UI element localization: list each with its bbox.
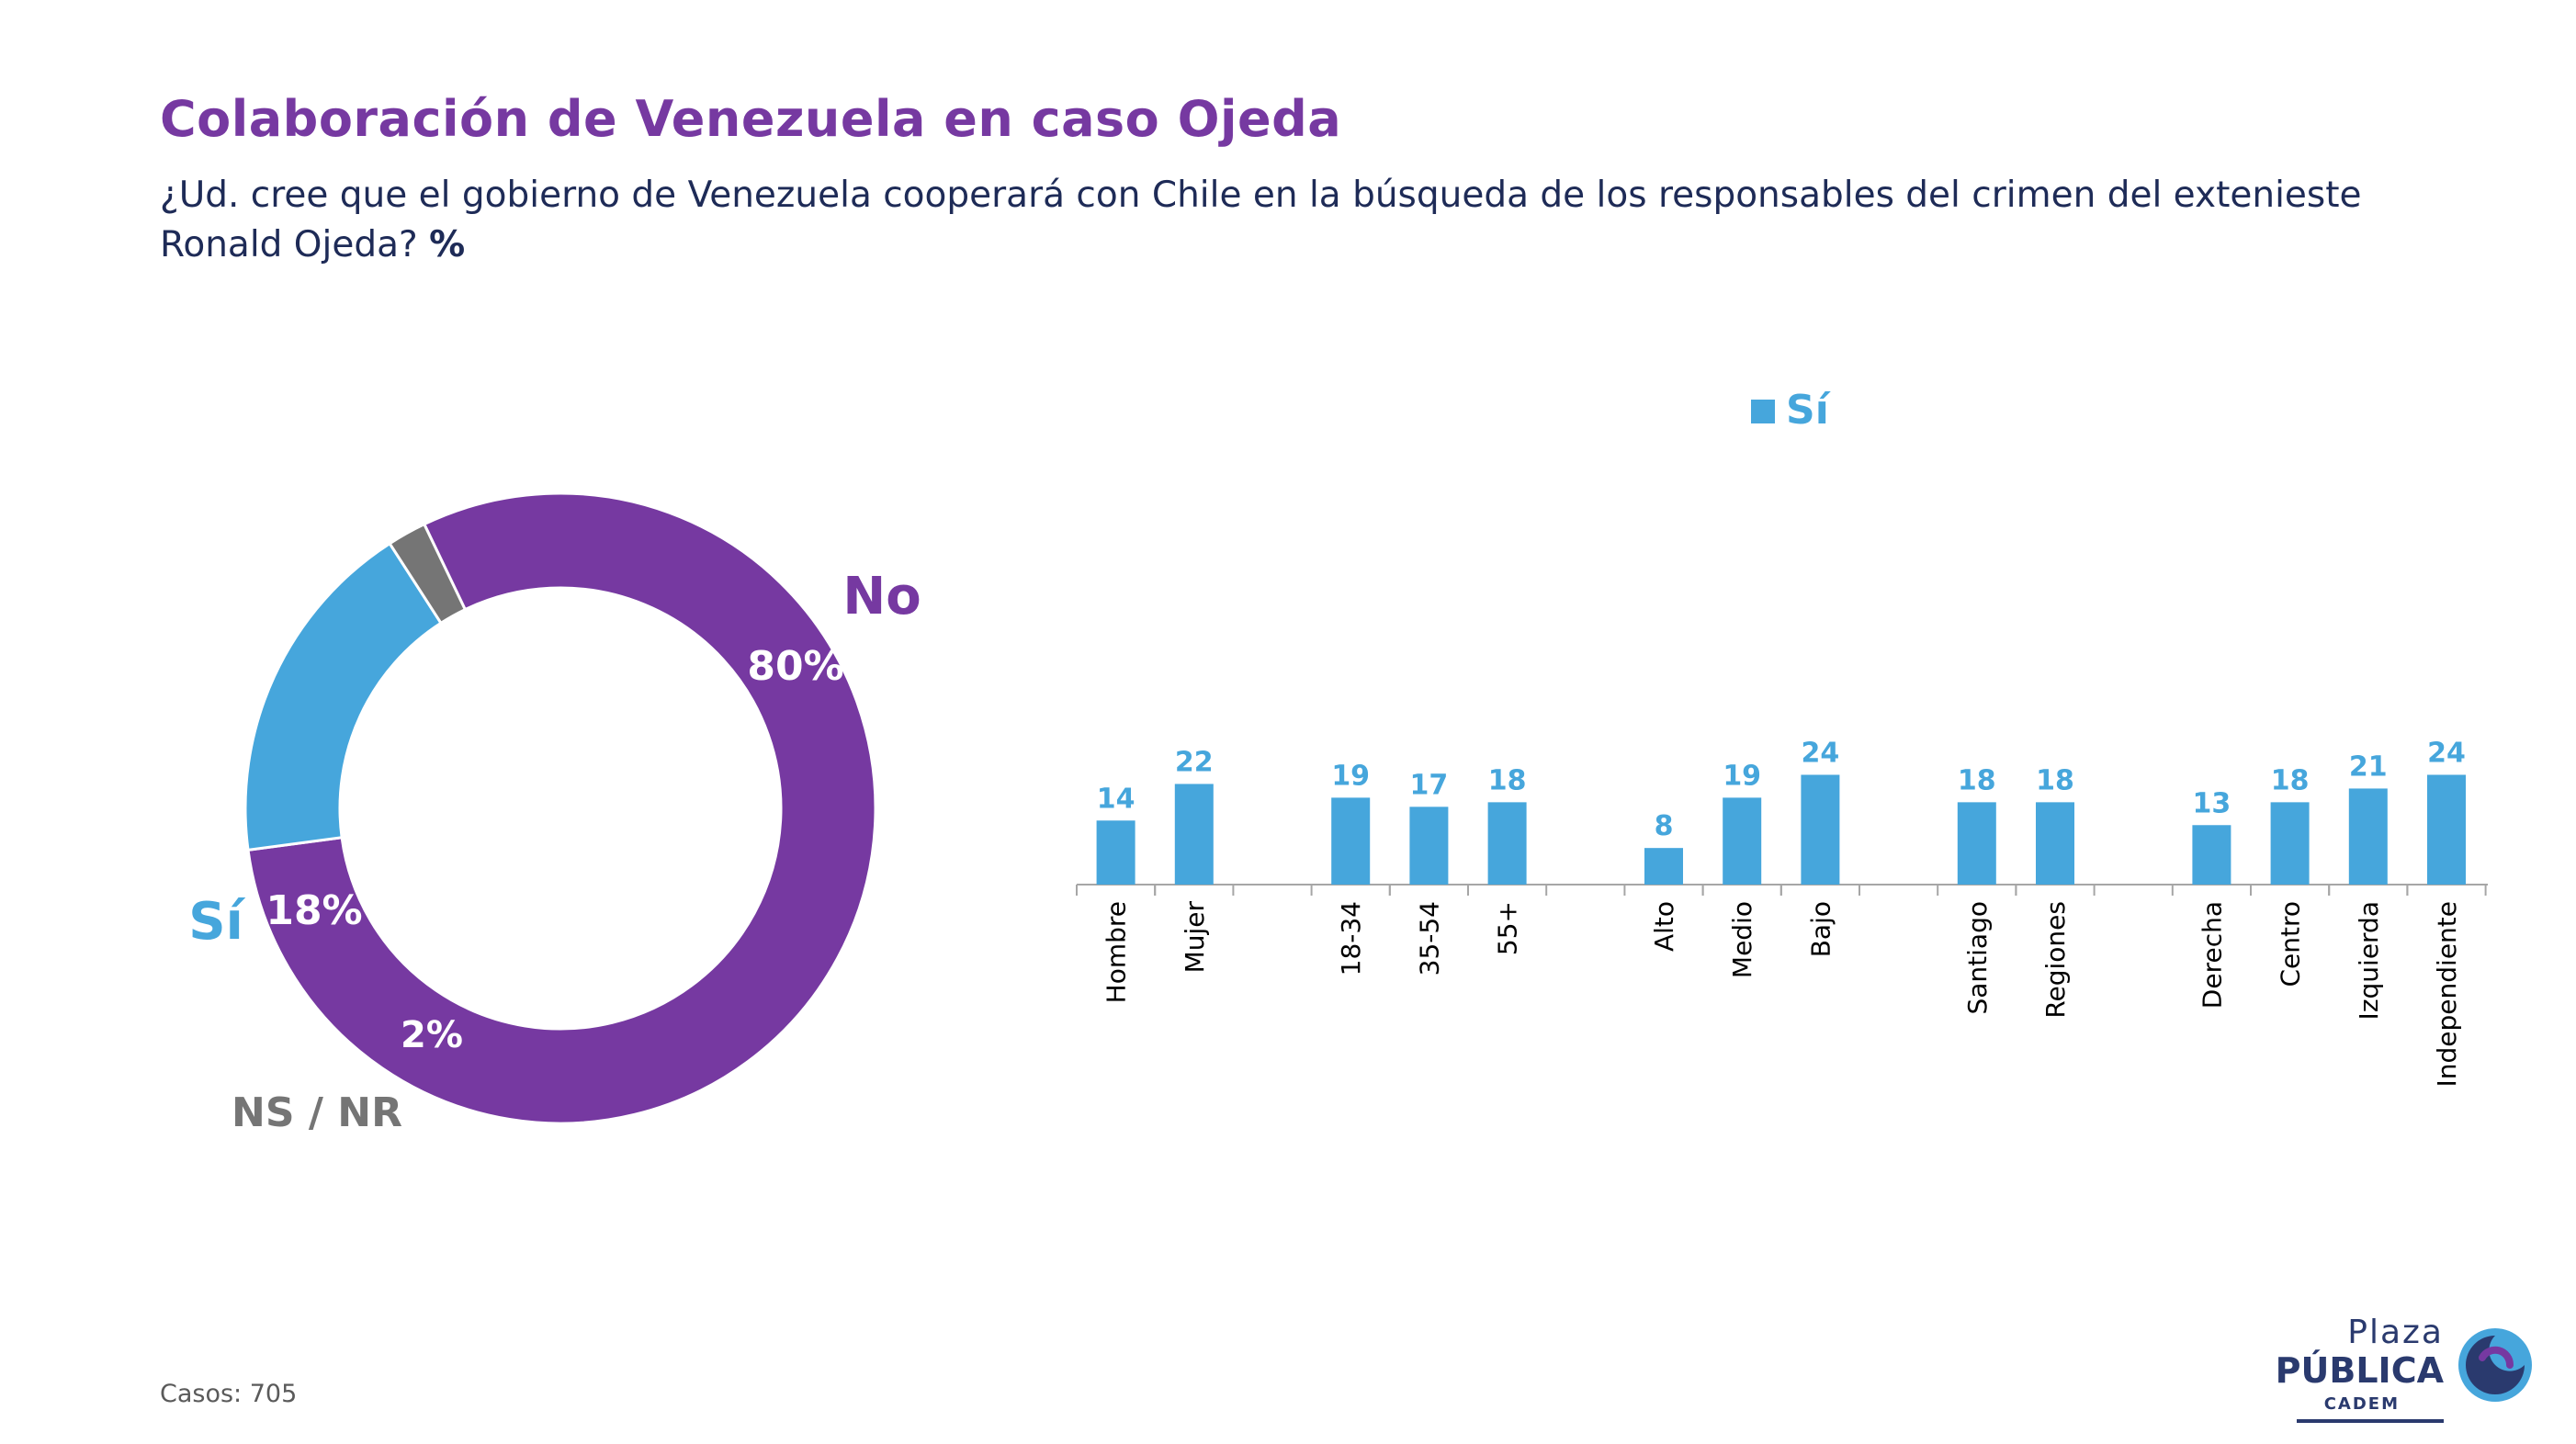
bar-value-35-54: 17 [1410, 769, 1449, 801]
tick-label-santiago: Santiago [1962, 901, 1993, 1015]
tick-label-bajo: Bajo [1805, 901, 1836, 957]
donut-slice-si [243, 541, 444, 852]
bar-value-medio: 19 [1723, 760, 1761, 792]
bar-alto [1644, 848, 1683, 885]
bar-bajo [1801, 774, 1840, 885]
logo-swirl-icon [2458, 1328, 2532, 1402]
donut-value-no: 80% [747, 643, 843, 690]
donut-label-si: Sí [188, 892, 245, 952]
donut-value-ns-nr: 2% [401, 1014, 463, 1056]
bar-value-alto: 8 [1655, 810, 1674, 842]
logo-underline [2297, 1419, 2444, 1423]
bar-35-54 [1409, 807, 1449, 885]
logo-line-cadem: CADEM [2323, 1394, 2400, 1414]
bar-izquierda [2348, 788, 2388, 885]
question-unit: % [429, 224, 466, 265]
tick-label-18-34: 18-34 [1336, 901, 1366, 976]
donut-value-si: 18% [266, 887, 362, 934]
bar-value-mujer: 22 [1175, 746, 1214, 778]
tick-label-centro: Centro [2276, 901, 2306, 987]
legend-label: Sí [1786, 387, 1832, 434]
tick-label-derecha: Derecha [2197, 901, 2227, 1009]
bar-santiago [1957, 802, 1996, 885]
bar-value-regiones: 18 [2036, 764, 2074, 796]
bar-value-hombre: 14 [1097, 783, 1135, 815]
bar-value-derecha: 13 [2193, 787, 2231, 819]
bar-value-izquierda: 21 [2349, 750, 2388, 783]
donut-label-ns-nr: NS / NR [232, 1089, 402, 1136]
bar-value-55: 18 [1488, 764, 1527, 796]
tick-label-medio: Medio [1727, 901, 1757, 978]
tick-label-izquierda: Izquierda [2354, 901, 2384, 1020]
bar-hombre [1096, 820, 1135, 885]
bar-value-18-34: 19 [1331, 760, 1370, 792]
bar-centro [2270, 802, 2310, 885]
legend-swatch [1751, 400, 1775, 423]
logo-line-plaza: Plaza [2347, 1314, 2444, 1351]
bar-mujer [1174, 784, 1214, 885]
donut-slice-no [246, 491, 877, 1125]
bar-derecha [2192, 825, 2231, 885]
donut-label-no: No [842, 567, 921, 626]
bar-18-34 [1331, 797, 1371, 885]
bar-value-independiente: 24 [2427, 737, 2466, 769]
tick-label-35-54: 35-54 [1414, 901, 1444, 976]
bar-chart: Sí 14 Hombre 22 Mujer 19 18-34 17 35-54 18 55+ 8 Alt… [1076, 387, 2488, 1087]
donut-chart: 80% No 18% Sí 2% NS / NR [188, 491, 921, 1136]
tick-label-hombre: Hombre [1102, 901, 1132, 1003]
bar-value-centro: 18 [2271, 764, 2310, 796]
tick-label-mujer: Mujer [1180, 901, 1210, 974]
tick-label-independiente: Independiente [2432, 901, 2462, 1087]
survey-question: ¿Ud. cree que el gobierno de Venezuela c… [160, 171, 2383, 270]
bar-55 [1487, 802, 1527, 885]
tick-label-alto: Alto [1649, 901, 1679, 952]
donut-slice-ns-nr [388, 522, 468, 626]
bar-regiones [2036, 802, 2074, 885]
bar-independiente [2427, 774, 2466, 885]
sample-size: Casos: 705 [160, 1380, 298, 1408]
bar-medio [1723, 797, 1762, 885]
question-text: ¿Ud. cree que el gobierno de Venezuela c… [160, 175, 2362, 265]
logo-line-publica: PÚBLICA [2275, 1350, 2444, 1391]
plaza-publica-logo: Plaza PÚBLICA CADEM [2276, 1314, 2536, 1424]
tick-label-regiones: Regiones [2040, 901, 2071, 1019]
page-title: Colaboración de Venezuela en caso Ojeda [160, 90, 1342, 148]
bar-value-bajo: 24 [1802, 737, 1840, 769]
tick-label-55: 55+ [1493, 901, 1523, 955]
bar-value-santiago: 18 [1958, 764, 1996, 796]
